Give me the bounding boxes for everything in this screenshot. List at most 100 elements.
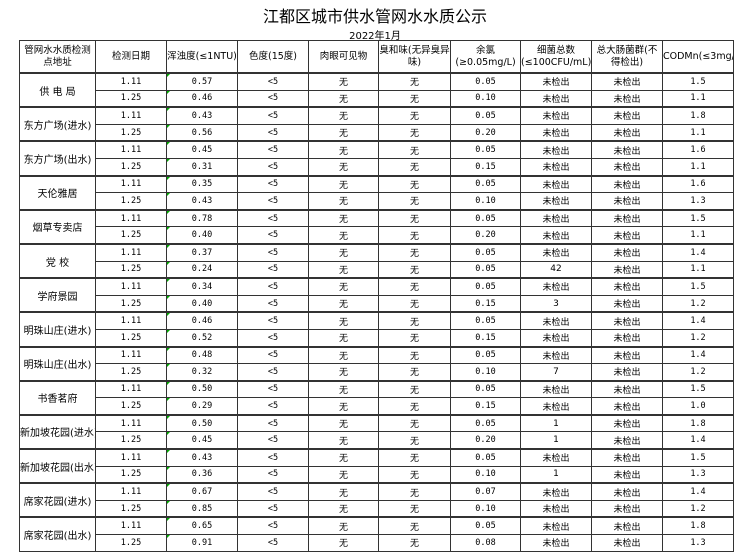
cell-coliform: 未检出 <box>591 277 663 296</box>
cell-chlorine: 0.15 <box>450 157 521 177</box>
cell-visible-matter: 无 <box>308 226 379 245</box>
cell-date: 1.25 <box>95 260 167 279</box>
cell-coliform: 未检出 <box>591 499 663 518</box>
cell-visible-matter: 无 <box>308 363 379 382</box>
cell-color: <5 <box>237 123 309 142</box>
cell-date: 1.25 <box>95 123 167 142</box>
table-row: 党 校 1.11 0.37 <5 无无 0.05 未检出 未检出 1.4 <box>19 242 734 279</box>
cell-visible-matter: 无 <box>308 192 379 211</box>
cell-turbidity: 0.45 <box>166 140 238 159</box>
cell-coliform: 未检出 <box>591 413 663 433</box>
cell-odor: 无 <box>378 448 451 467</box>
cell-bacteria: 1 <box>520 465 592 484</box>
cell-date: 1.11 <box>95 448 167 467</box>
cell-coliform: 未检出 <box>591 192 663 211</box>
cell-date: 1.11 <box>95 516 167 536</box>
cell-coliform: 未检出 <box>591 294 663 313</box>
cell-date: 1.25 <box>95 294 167 313</box>
cell-turbidity: 0.35 <box>166 174 238 194</box>
cell-bacteria: 3 <box>520 294 592 313</box>
cell-turbidity: 0.46 <box>166 89 238 108</box>
cell-visible-matter: 无 <box>308 397 379 416</box>
cell-bacteria: 1 <box>520 413 592 433</box>
cell-date: 1.11 <box>95 311 167 330</box>
cell-color: <5 <box>237 311 309 330</box>
cell-bacteria: 未检出 <box>520 277 592 296</box>
cell-turbidity: 0.78 <box>166 208 238 228</box>
cell-visible-matter: 无 <box>308 174 379 194</box>
cell-coliform: 未检出 <box>591 328 663 348</box>
cell-date: 1.11 <box>95 379 167 399</box>
cell-date: 1.25 <box>95 192 167 211</box>
cell-color: <5 <box>237 379 309 399</box>
cell-chlorine: 0.10 <box>450 499 521 518</box>
cell-codmn: 1.2 <box>662 363 734 382</box>
cell-codmn: 1.2 <box>662 328 734 348</box>
cell-chlorine: 0.15 <box>450 294 521 313</box>
cell-chlorine: 0.15 <box>450 328 521 348</box>
cell-color: <5 <box>237 345 309 365</box>
cell-bacteria: 42 <box>520 260 592 279</box>
cell-bacteria: 1 <box>520 431 592 450</box>
cell-color: <5 <box>237 226 309 245</box>
cell-visible-matter: 无 <box>308 465 379 484</box>
cell-bacteria: 未检出 <box>520 71 592 91</box>
cell-odor: 无 <box>378 106 451 125</box>
water-quality-table: 管网水水质检测点地址 检测日期 浑浊度(≤1NTU) 色度(15度) 肉眼可见物… <box>19 40 734 552</box>
cell-turbidity: 0.52 <box>166 328 238 348</box>
col-header-visible-matter: 肉眼可见物 <box>308 40 379 74</box>
table-row: 1.25 0.56 <5 无无 0.20 未检出 未检出 1.1 <box>20 123 734 142</box>
table-row: 1.25 0.52 <5 无无 0.15 未检出 未检出 1.2 <box>20 328 734 348</box>
col-header-location: 管网水水质检测点地址 <box>19 40 96 74</box>
cell-codmn: 1.5 <box>662 71 734 91</box>
col-header-date: 检测日期 <box>95 40 167 74</box>
cell-codmn: 1.4 <box>662 431 734 450</box>
cell-chlorine: 0.10 <box>450 192 521 211</box>
cell-chlorine: 0.05 <box>450 174 521 194</box>
cell-odor: 无 <box>378 345 451 365</box>
cell-chlorine: 0.05 <box>450 516 521 536</box>
table-row: 1.25 0.36 <5 无无 0.10 1 未检出 1.3 <box>20 465 734 484</box>
cell-visible-matter: 无 <box>308 277 379 296</box>
cell-codmn: 1.8 <box>662 106 734 125</box>
cell-turbidity: 0.46 <box>166 311 238 330</box>
cell-odor: 无 <box>378 140 451 159</box>
cell-date: 1.25 <box>95 363 167 382</box>
cell-coliform: 未检出 <box>591 242 663 262</box>
cell-chlorine: 0.05 <box>450 71 521 91</box>
cell-chlorine: 0.10 <box>450 465 521 484</box>
cell-visible-matter: 无 <box>308 71 379 91</box>
col-header-odor: 臭和味(无异臭异味) <box>378 40 451 74</box>
cell-turbidity: 0.40 <box>166 226 238 245</box>
cell-odor: 无 <box>378 482 451 501</box>
cell-visible-matter: 无 <box>308 157 379 177</box>
cell-turbidity: 0.43 <box>166 192 238 211</box>
cell-color: <5 <box>237 260 309 279</box>
table-body: 供 电 局 1.11 0.57 <5 无无 0.05 未检出 未检出 1.5 1.25 0.46 <5… <box>19 71 734 552</box>
site-name: 供 电 局 <box>19 71 96 108</box>
table-row: 1.25 0.32 <5 无无 0.10 7 未检出 1.2 <box>20 363 734 382</box>
cell-chlorine: 0.10 <box>450 89 521 108</box>
cell-date: 1.11 <box>95 345 167 365</box>
cell-color: <5 <box>237 294 309 313</box>
cell-odor: 无 <box>378 71 451 91</box>
cell-turbidity: 0.40 <box>166 294 238 313</box>
cell-color: <5 <box>237 208 309 228</box>
cell-bacteria: 未检出 <box>520 379 592 399</box>
cell-visible-matter: 无 <box>308 89 379 108</box>
cell-chlorine: 0.05 <box>450 379 521 399</box>
cell-codmn: 1.8 <box>662 516 734 536</box>
cell-bacteria: 未检出 <box>520 534 592 552</box>
cell-visible-matter: 无 <box>308 242 379 262</box>
cell-visible-matter: 无 <box>308 482 379 501</box>
cell-coliform: 未检出 <box>591 516 663 536</box>
cell-visible-matter: 无 <box>308 140 379 159</box>
cell-turbidity: 0.29 <box>166 397 238 416</box>
cell-codmn: 1.0 <box>662 397 734 416</box>
cell-visible-matter: 无 <box>308 328 379 348</box>
cell-coliform: 未检出 <box>591 397 663 416</box>
table-row: 明珠山庄(进水) 1.11 0.46 <5 无无 0.05 未检出 未检出 1.4 <box>19 311 734 348</box>
cell-odor: 无 <box>378 157 451 177</box>
cell-bacteria: 未检出 <box>520 499 592 518</box>
cell-coliform: 未检出 <box>591 379 663 399</box>
